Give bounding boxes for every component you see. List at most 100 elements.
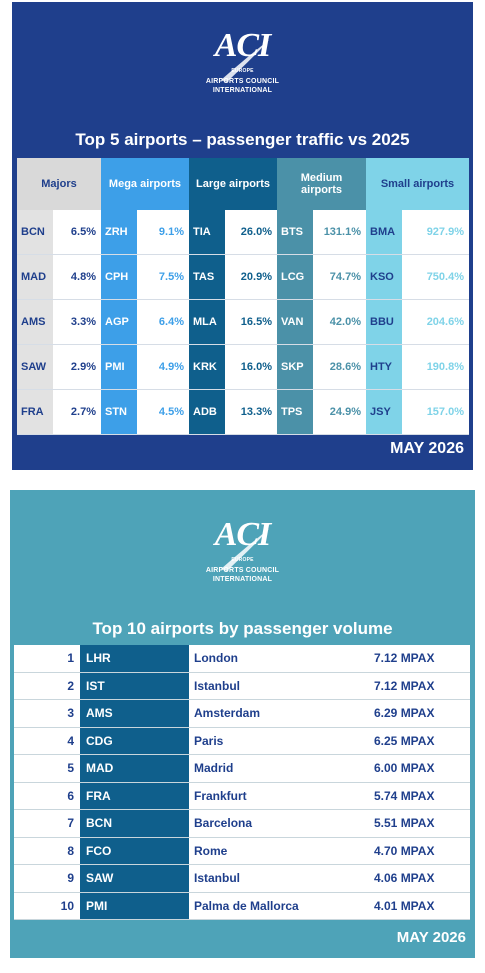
airport-code: ZRH [101, 210, 137, 255]
airport-code: SKP [277, 345, 313, 390]
growth-value: 927.9% [402, 210, 469, 255]
top-panel: ACI EUROPE AIRPORTS COUNCIL INTERNATIONAL To… [12, 2, 473, 470]
airport-code: AMS [17, 300, 53, 345]
growth-value: 16.5% [225, 300, 277, 345]
growth-value: 6.4% [137, 300, 189, 345]
growth-value: 26.0% [225, 210, 277, 255]
airport-code: TIA [189, 210, 225, 255]
rank: 1 [14, 645, 80, 673]
growth-value: 4.5% [137, 390, 189, 435]
growth-value: 28.6% [313, 345, 366, 390]
airport-code: FRA [17, 390, 53, 435]
airport-code: TAS [189, 255, 225, 300]
growth-value: 9.1% [137, 210, 189, 255]
airport-code: TPS [277, 390, 313, 435]
rank: 6 [14, 782, 80, 810]
airport-code: FCO [80, 837, 189, 865]
rank: 3 [14, 700, 80, 728]
passenger-volume: 6.25 MPAX [364, 727, 470, 755]
airport-code: VAN [277, 300, 313, 345]
airport-code: PMI [80, 892, 189, 920]
logo-line: AIRPORTS COUNCIL [205, 78, 280, 85]
airport-code: KRK [189, 345, 225, 390]
logo-mark: ACI [214, 516, 272, 553]
rank: 9 [14, 865, 80, 893]
passenger-volume: 4.70 MPAX [364, 837, 470, 865]
airport-code: MAD [17, 255, 53, 300]
airport-code: BBU [366, 300, 402, 345]
rank: 2 [14, 672, 80, 700]
growth-value: 131.1% [313, 210, 366, 255]
footer: MAY 2026 [396, 929, 466, 946]
city: Amsterdam [189, 700, 364, 728]
group-header: Majors [17, 158, 101, 210]
passenger-volume: 6.00 MPAX [364, 755, 470, 783]
passenger-volume: 7.12 MPAX [364, 672, 470, 700]
city: Barcelona [189, 810, 364, 838]
airport-code: IST [80, 672, 189, 700]
growth-value: 157.0% [402, 390, 469, 435]
growth-value: 204.6% [402, 300, 469, 345]
passenger-volume: 6.29 MPAX [364, 700, 470, 728]
rank: 7 [14, 810, 80, 838]
growth-value: 24.9% [313, 390, 366, 435]
airport-code: ADB [189, 390, 225, 435]
growth-value: 13.3% [225, 390, 277, 435]
logo-swoosh [220, 40, 269, 82]
growth-value: 42.0% [313, 300, 366, 345]
growth-value: 750.4% [402, 255, 469, 300]
city: London [189, 645, 364, 673]
airport-code: LCG [277, 255, 313, 300]
group-header: Mega airports [101, 158, 189, 210]
growth-value: 2.7% [53, 390, 101, 435]
logo-region: EUROPE [231, 557, 254, 563]
bottom-panel: ACI EUROPE AIRPORTS COUNCIL INTERNATIONAL To… [10, 490, 475, 958]
airport-code: JSY [366, 390, 402, 435]
airport-code: AGP [101, 300, 137, 345]
growth-value: 2.9% [53, 345, 101, 390]
airport-code: PMI [101, 345, 137, 390]
rank: 5 [14, 755, 80, 783]
city: Palma de Mallorca [189, 892, 364, 920]
logo-mark: ACI [214, 27, 272, 64]
airport-code: BTS [277, 210, 313, 255]
city: Paris [189, 727, 364, 755]
airport-code: BCN [80, 810, 189, 838]
airport-code: STN [101, 390, 137, 435]
title: Top 10 airports by passenger volume [92, 619, 393, 638]
city: Madrid [189, 755, 364, 783]
airport-code: KSO [366, 255, 402, 300]
growth-value: 6.5% [53, 210, 101, 255]
rank: 4 [14, 727, 80, 755]
growth-value: 3.3% [53, 300, 101, 345]
city: Rome [189, 837, 364, 865]
growth-value: 4.8% [53, 255, 101, 300]
title: Top 5 airports – passenger traffic vs 20… [75, 130, 410, 149]
logo-line: AIRPORTS COUNCIL [205, 567, 280, 574]
city: Istanbul [189, 672, 364, 700]
airport-code: CPH [101, 255, 137, 300]
airport-code: FRA [80, 782, 189, 810]
logo-line: INTERNATIONAL [212, 87, 273, 94]
logo-line: INTERNATIONAL [212, 576, 273, 583]
growth-value: 7.5% [137, 255, 189, 300]
group-header: Large airports [189, 158, 277, 210]
airport-code: CDG [80, 727, 189, 755]
logo-swoosh [220, 529, 269, 571]
passenger-volume: 4.01 MPAX [364, 892, 470, 920]
logo-region: EUROPE [231, 68, 254, 74]
growth-value: 4.9% [137, 345, 189, 390]
airport-code: BMA [366, 210, 402, 255]
footer: MAY 2026 [390, 440, 464, 457]
airport-code: LHR [80, 645, 189, 673]
city: Frankfurt [189, 782, 364, 810]
growth-value: 16.0% [225, 345, 277, 390]
growth-value: 190.8% [402, 345, 469, 390]
airport-code: MAD [80, 755, 189, 783]
airport-code: HTY [366, 345, 402, 390]
city: Istanbul [189, 865, 364, 893]
airport-code: AMS [80, 700, 189, 728]
rank: 8 [14, 837, 80, 865]
airport-code: MLA [189, 300, 225, 345]
